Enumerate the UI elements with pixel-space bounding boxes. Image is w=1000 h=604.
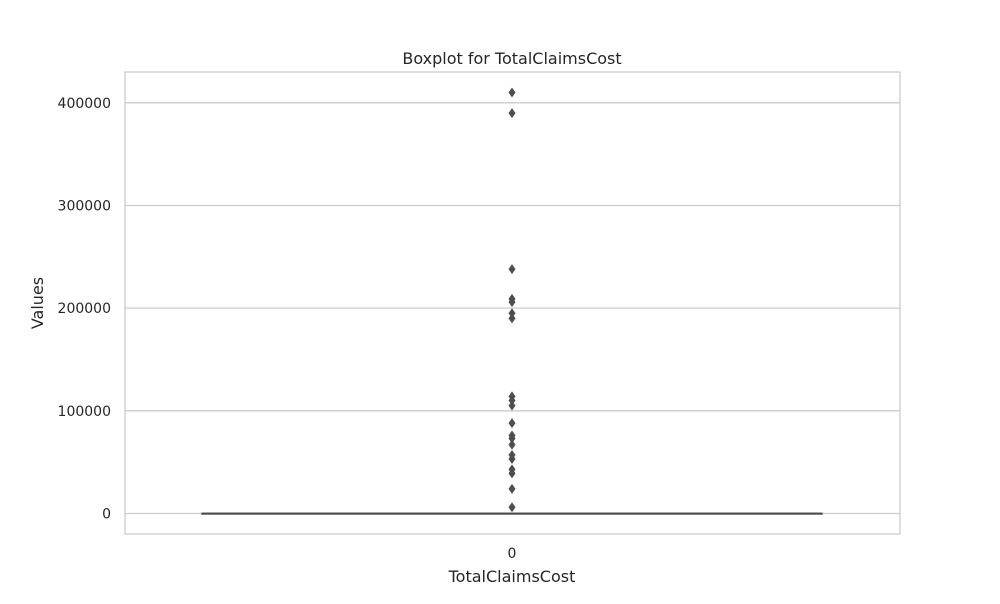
- outlier-point: [508, 418, 516, 429]
- outlier-point: [508, 433, 516, 444]
- outlier-point: [508, 400, 516, 411]
- x-axis-label: TotalClaimsCost: [448, 567, 576, 586]
- x-tick-labels: 0: [508, 546, 517, 562]
- outlier-point: [508, 502, 516, 513]
- y-tick-label: 200000: [58, 301, 111, 317]
- y-tick-label: 0: [102, 506, 111, 522]
- outlier-point: [508, 264, 516, 275]
- outlier-points: [508, 87, 516, 513]
- outlier-point: [508, 439, 516, 450]
- y-axis-label: Values: [28, 277, 47, 329]
- outlier-point: [508, 108, 516, 119]
- y-tick-labels: 0 100000 200000 300000 400000: [58, 96, 111, 523]
- outlier-point: [508, 483, 516, 494]
- outlier-point: [508, 87, 516, 98]
- y-tick-label: 100000: [58, 404, 111, 420]
- chart-title: Boxplot for TotalClaimsCost: [402, 49, 621, 68]
- outlier-point: [508, 468, 516, 479]
- plot-frame: [124, 71, 901, 535]
- y-tick-label: 400000: [58, 96, 111, 112]
- outlier-point: [508, 308, 516, 319]
- box-element: [201, 512, 823, 515]
- outlier-point: [508, 296, 516, 307]
- y-tick-label: 300000: [58, 198, 111, 214]
- outlier-point: [508, 395, 516, 406]
- outlier-point: [508, 454, 516, 465]
- x-tick-label: 0: [508, 546, 517, 562]
- outlier-point: [508, 313, 516, 324]
